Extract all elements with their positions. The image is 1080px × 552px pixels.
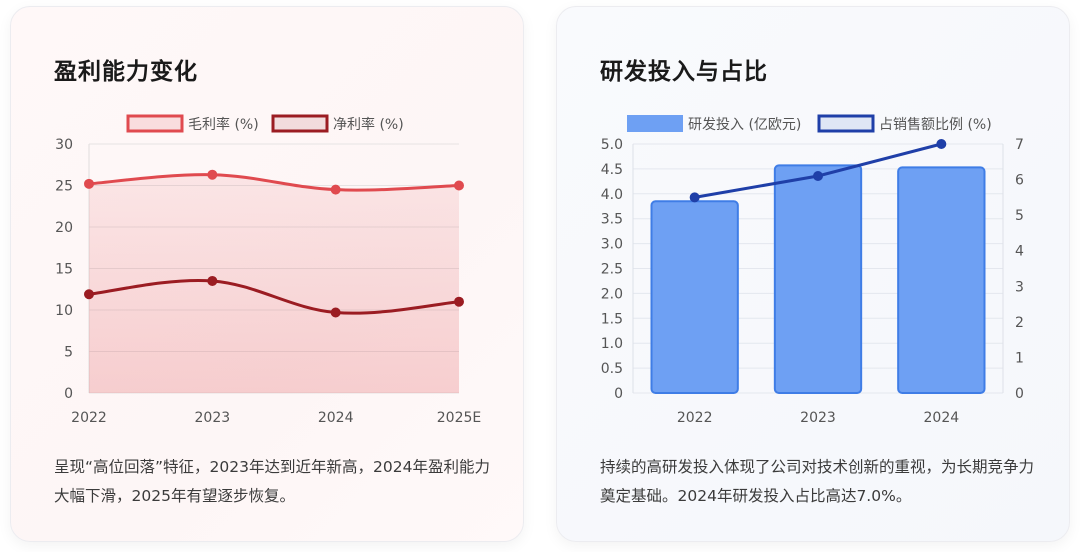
y-tick-label: 0 bbox=[64, 386, 73, 402]
series-line bbox=[88, 173, 460, 192]
series-area-fill bbox=[89, 174, 459, 393]
y-left-tick-label: 3.0 bbox=[601, 237, 623, 253]
y-right-tick-label: 3 bbox=[1015, 279, 1024, 295]
data-point bbox=[936, 139, 947, 149]
legend-swatch bbox=[271, 114, 329, 133]
data-point bbox=[84, 178, 94, 189]
y-right-tick-label: 0 bbox=[1015, 386, 1024, 402]
y-left-tick-label: 4.5 bbox=[601, 162, 623, 178]
bar bbox=[773, 164, 863, 394]
bar bbox=[650, 200, 739, 394]
legend-swatch bbox=[126, 114, 184, 133]
y-tick-label: 25 bbox=[55, 179, 73, 195]
y-left-tick-label: 4.0 bbox=[601, 187, 623, 203]
y-right-tick-label: 6 bbox=[1015, 173, 1024, 189]
y-tick-label: 5 bbox=[64, 345, 73, 361]
data-point bbox=[330, 307, 341, 318]
legend-label: 研发投入 (亿欧元) bbox=[688, 117, 801, 133]
x-tick-label: 2023 bbox=[195, 410, 231, 426]
y-left-tick-label: 3.5 bbox=[601, 212, 623, 228]
x-tick-label: 2022 bbox=[677, 410, 713, 426]
y-left-tick-label: 0.5 bbox=[601, 361, 623, 377]
series-line bbox=[88, 278, 460, 315]
y-right-tick-label: 5 bbox=[1015, 208, 1024, 224]
y-right-tick-label: 4 bbox=[1015, 244, 1024, 260]
rd-investment-title: 研发投入与占比 bbox=[600, 59, 768, 85]
legend-label: 占销售额比例 (%) bbox=[879, 117, 992, 133]
y-right-tick-label: 1 bbox=[1015, 350, 1024, 366]
data-point bbox=[813, 171, 823, 182]
data-point bbox=[207, 169, 218, 180]
y-tick-label: 10 bbox=[55, 303, 73, 319]
y-left-tick-label: 2.0 bbox=[601, 286, 623, 302]
x-tick-label: 2024 bbox=[924, 410, 960, 426]
y-left-tick-label: 5.0 bbox=[601, 137, 623, 153]
profitability-card: 盈利能力变化 0 5 10 15 20 25 30 2022 2023 2024 2025E 毛利率 … bbox=[10, 6, 524, 542]
data-point bbox=[207, 275, 218, 286]
data-point bbox=[454, 180, 464, 191]
data-point bbox=[84, 289, 94, 300]
y-tick-label: 30 bbox=[55, 137, 73, 153]
y-left-tick-label: 0 bbox=[614, 386, 623, 402]
legend-label: 净利率 (%) bbox=[333, 116, 404, 133]
legend-swatch bbox=[627, 115, 683, 132]
data-point bbox=[689, 192, 700, 203]
x-tick-label: 2025E bbox=[437, 410, 481, 426]
y-left-tick-label: 1.0 bbox=[601, 336, 623, 352]
y-right-tick-label: 7 bbox=[1015, 137, 1024, 153]
rd-investment-chart: 0 0.5 1.0 1.5 2.0 2.5 3.0 3.5 4.0 4.5 5.0 0 1 2 3 4 5 6 7 2… bbox=[601, 114, 1024, 426]
y-tick-label: 15 bbox=[55, 262, 73, 278]
y-left-tick-label: 2.5 bbox=[601, 262, 623, 278]
x-tick-label: 2023 bbox=[800, 410, 836, 426]
profitability-chart: 0 5 10 15 20 25 30 2022 2023 2024 2025E 毛利率 (%) 净利率 … bbox=[55, 114, 481, 426]
legend-label: 毛利率 (%) bbox=[188, 116, 259, 133]
rd-investment-card: 研发投入与占比 0 0.5 1.0 1.5 2.0 2.5 3.0 3.5 4.0 4.5 5.0 0… bbox=[556, 6, 1070, 542]
y-tick-label: 20 bbox=[55, 220, 73, 236]
y-left-tick-label: 1.5 bbox=[601, 311, 623, 327]
data-point bbox=[454, 296, 464, 307]
x-tick-label: 2024 bbox=[318, 410, 354, 426]
data-point bbox=[330, 184, 341, 195]
x-tick-label: 2022 bbox=[71, 410, 107, 426]
profitability-description: 呈现“高位回落”特征，2023年达到近年新高，2024年盈利能力大幅下滑，202… bbox=[54, 458, 490, 505]
profitability-title: 盈利能力变化 bbox=[54, 59, 198, 85]
bar bbox=[897, 166, 986, 394]
rd-investment-description: 持续的高研发投入体现了公司对技术创新的重视，为长期竞争力奠定基础。2024年研发… bbox=[600, 458, 1035, 505]
y-right-tick-label: 2 bbox=[1015, 315, 1024, 331]
legend-swatch bbox=[817, 114, 875, 133]
